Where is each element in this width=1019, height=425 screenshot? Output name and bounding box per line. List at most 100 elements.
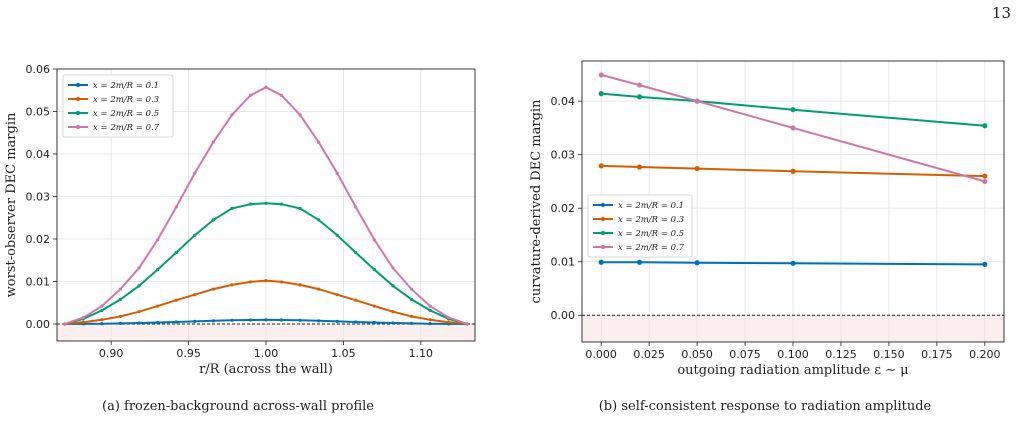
data-point [694,98,700,104]
data-point [230,283,234,287]
data-point [211,218,215,222]
data-point [428,304,432,308]
page-number: 13 [991,4,1011,22]
data-point [118,287,123,291]
chart-b: 0.000 0.025 0.050 0.075 0.100 0.125 0.150 0.175… [529,60,1005,378]
legend-entry: x = 2m/R = 0.7 [618,243,685,253]
data-point [298,318,302,322]
data-point [211,140,215,144]
x-tick-label: 0.025 [633,348,665,361]
y-tick-label: 0.02 [551,202,576,215]
data-point [211,319,215,323]
x-tick-label: 0.100 [777,348,809,361]
data-point [230,113,234,117]
data-point [193,171,197,175]
y-tick-label: 0.00 [26,318,51,331]
data-point [447,316,451,320]
data-point [636,164,643,170]
data-point [211,287,215,291]
data-point [174,205,178,209]
data-point [335,293,339,297]
legend-entry: x = 2m/R = 0.1 [93,81,159,91]
x-tick-label: 0.125 [825,348,857,361]
data-point [391,310,395,314]
x-axis-label: outgoing radiation amplitude ε ∼ μ [677,363,908,378]
data-point [118,297,123,301]
data-point [174,320,178,324]
data-point [372,268,376,272]
caption-b: (b) self-consistent response to radiatio… [598,399,932,414]
x-tick-label: 1.05 [331,347,356,360]
data-point [598,91,604,97]
data-point [264,201,268,205]
data-point [230,206,234,210]
data-point [354,251,358,255]
data-point [409,297,414,301]
legend-marker [75,82,81,88]
data-point [598,163,604,169]
data-point [137,321,141,325]
data-point [335,171,339,175]
y-tick-label: 0.05 [26,106,51,119]
legend-marker [75,96,81,102]
y-tick-label: 0.01 [26,276,51,289]
legend-box [587,194,693,258]
data-point [193,293,197,297]
x-tick-label: 0.95 [176,347,201,360]
data-point [790,107,796,113]
y-tick-label: 0.03 [26,191,51,204]
y-tick-label: 0.01 [551,256,576,269]
y-tick-label: 0.03 [551,149,576,162]
data-point [354,320,358,324]
data-point [790,125,796,131]
data-point [317,319,321,323]
data-point [279,202,284,206]
data-point [118,314,123,318]
data-point [137,284,141,288]
data-point [279,280,284,284]
data-point [790,168,796,174]
data-point [447,320,451,324]
data-point [391,321,395,325]
data-point [298,283,302,287]
legend-entry: x = 2m/R = 0.7 [93,123,160,133]
data-point [428,318,432,322]
data-point [790,260,796,266]
legend-entry: x = 2m/R = 0.3 [618,215,684,225]
data-point [982,261,988,267]
y-axis-label: curvature-derived DEC margin [529,99,544,304]
data-point [636,259,643,265]
x-tick-label: 1.10 [409,347,434,360]
data-point [409,287,414,291]
data-point [335,233,339,237]
data-point [264,318,268,322]
legend-box [62,74,174,138]
y-axis-label: worst-observer DEC margin [4,112,19,297]
legend-entry: x = 2m/R = 0.5 [93,109,159,119]
data-point [264,85,268,89]
y-tick-label: 0.04 [26,148,51,161]
data-point [317,287,321,291]
data-point [636,82,643,88]
data-point [317,140,321,144]
data-point [137,310,141,314]
legend-marker [75,124,81,130]
x-tick-label: 0.000 [585,348,617,361]
data-point [372,304,376,308]
data-point [372,238,376,242]
legend-marker [600,244,606,250]
data-point [137,266,141,270]
data-point [81,320,85,324]
data-point [63,322,67,326]
data-point [636,94,643,100]
data-point [298,206,302,210]
x-tick-label: 0.200 [969,348,1001,361]
data-point [100,308,104,312]
data-point [598,259,604,265]
x-tick-label: 0.175 [921,348,953,361]
data-point [409,321,414,325]
data-point [354,205,358,209]
legend-entry: x = 2m/R = 0.3 [93,95,159,105]
data-point [174,251,178,255]
